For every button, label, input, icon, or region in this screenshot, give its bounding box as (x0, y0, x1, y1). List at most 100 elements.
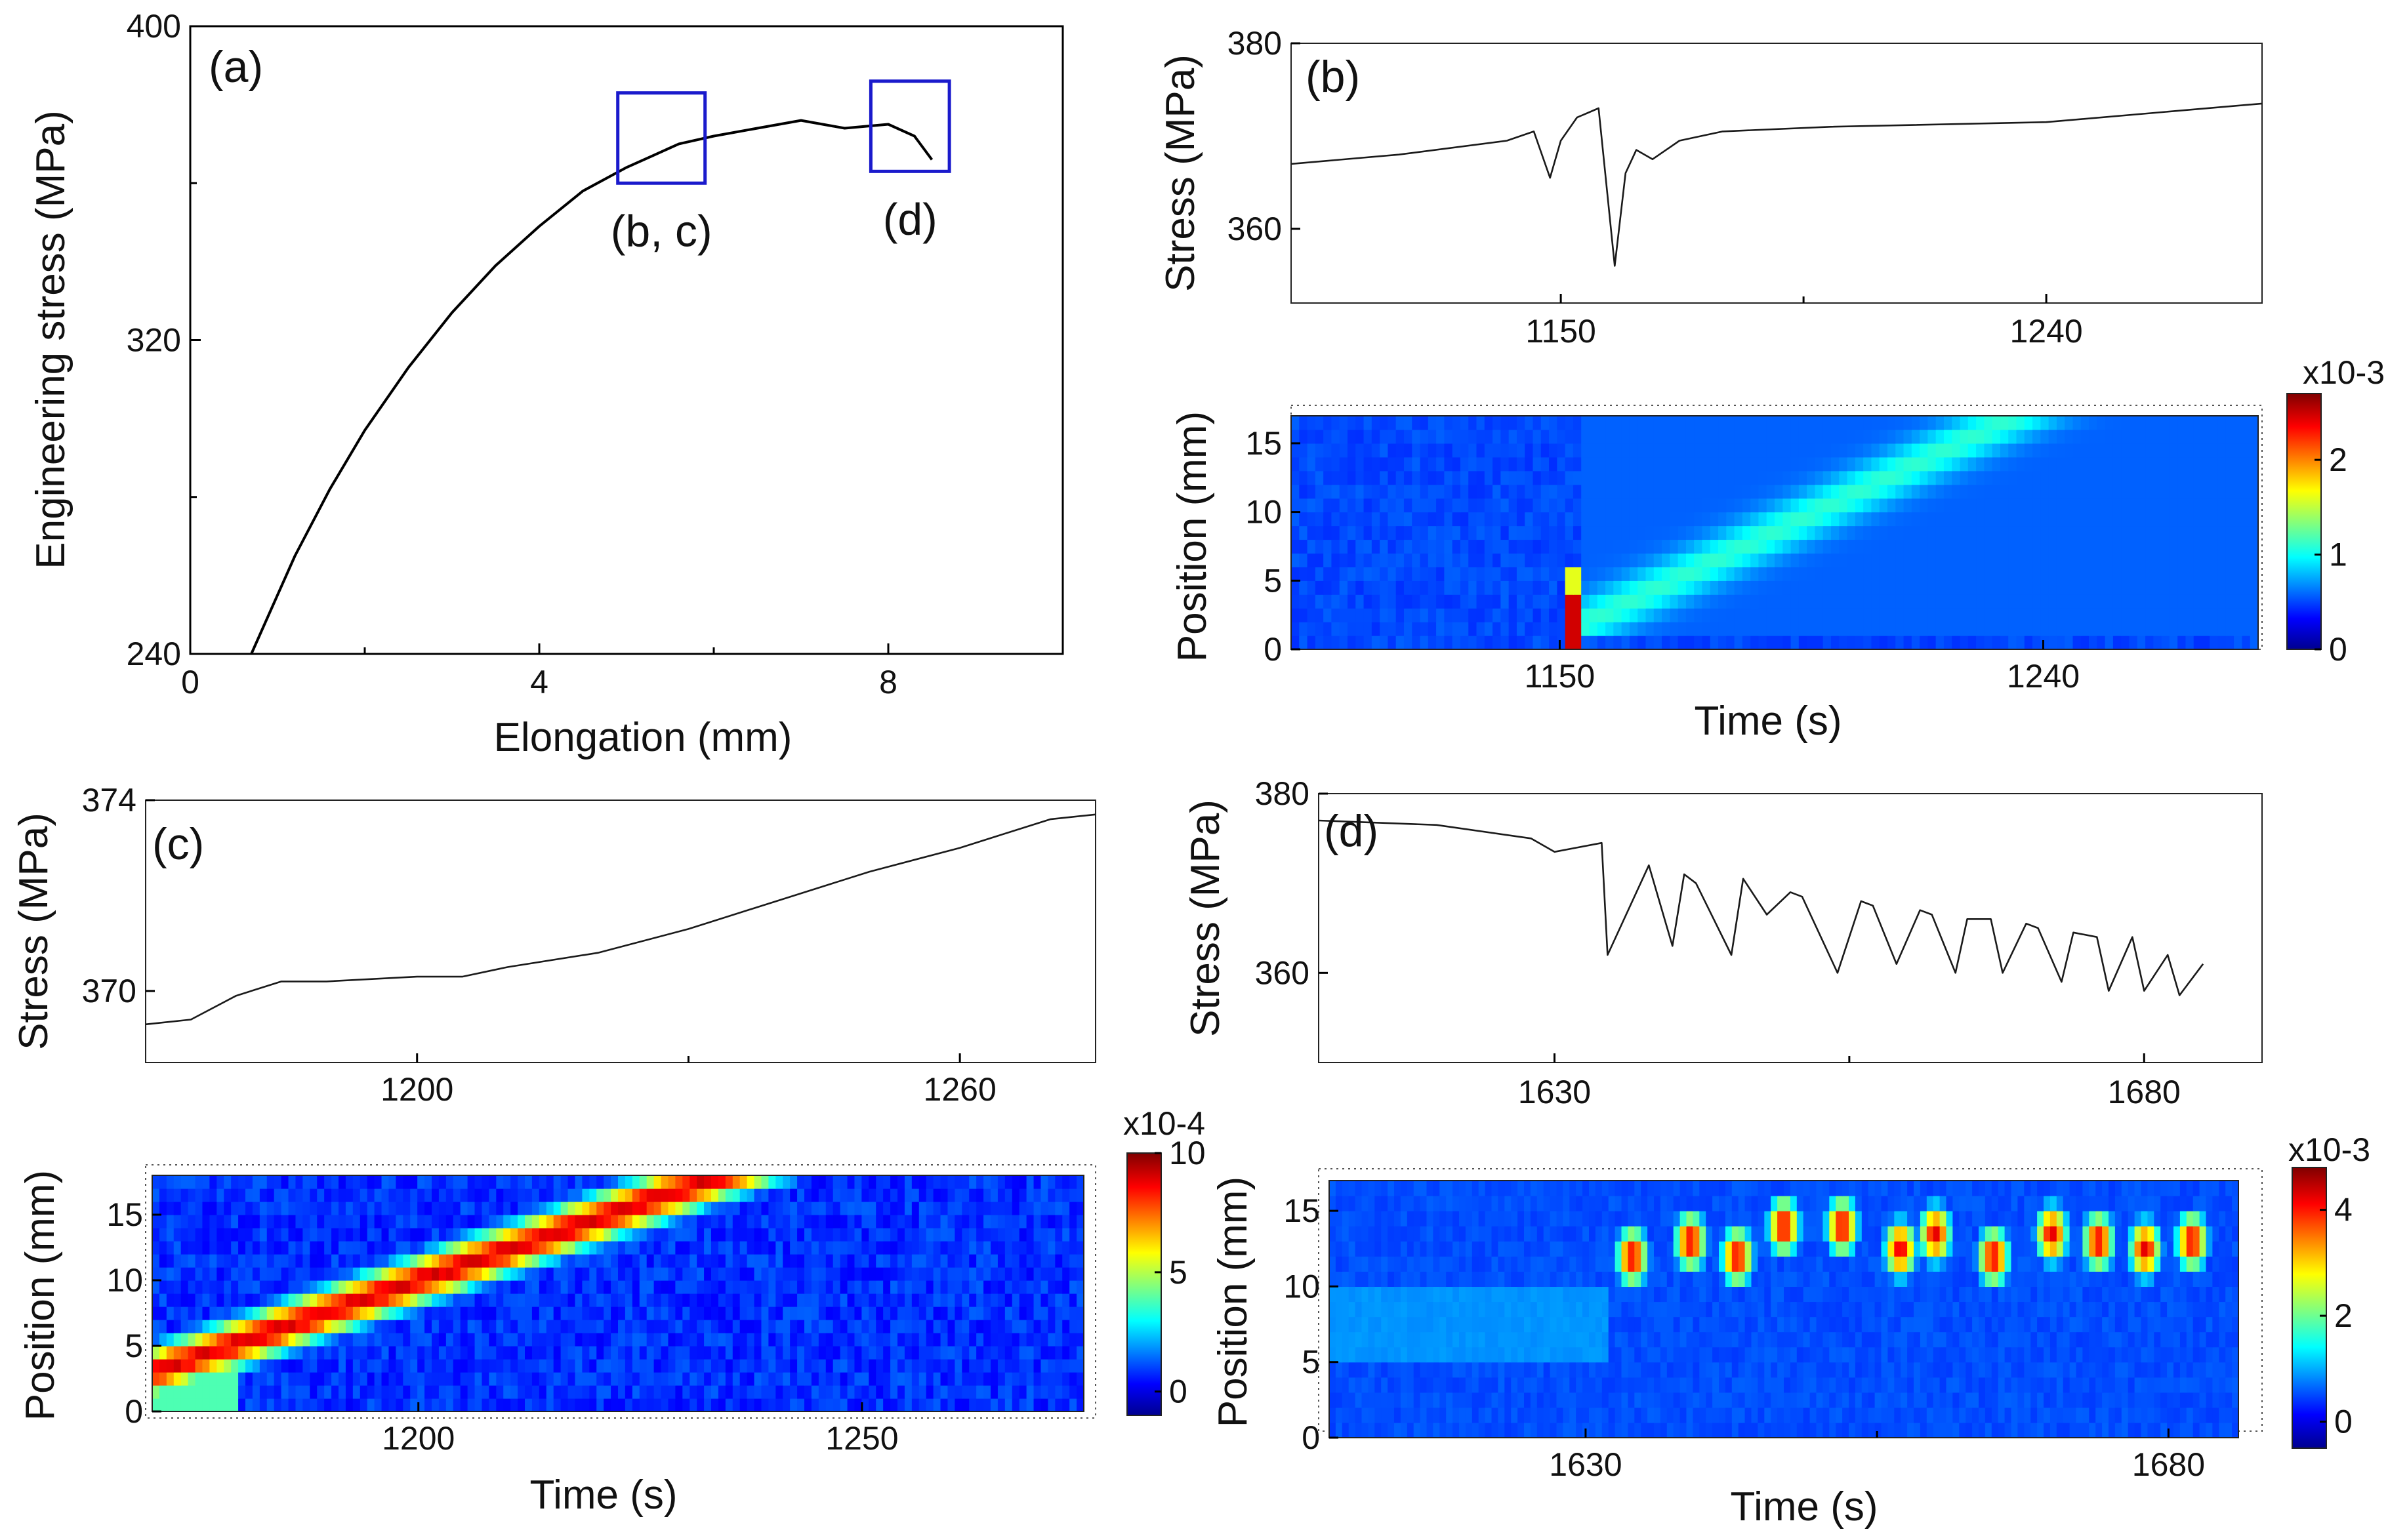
heatmap-cell (159, 1346, 167, 1360)
heatmap-cell (331, 1320, 339, 1333)
panel-b-label: (b) (1306, 52, 1360, 102)
heatmap-cell (2179, 1422, 2187, 1438)
heatmap-cell (1653, 608, 1662, 622)
heatmap-cell (632, 1293, 640, 1307)
heatmap-cell (825, 1202, 834, 1215)
heatmap-cell (725, 1280, 733, 1294)
heatmap-cell (1033, 1267, 1042, 1281)
heatmap-cell (539, 1280, 547, 1294)
heatmap-cell (1460, 636, 1469, 650)
heatmap-cell (1798, 636, 1807, 650)
heatmap-cell (1557, 416, 1566, 430)
heatmap-cell (1407, 1407, 1414, 1423)
heatmap-cell (2232, 1392, 2239, 1408)
heatmap-cell (467, 1215, 476, 1228)
heatmap-cell (445, 1188, 454, 1202)
heatmap-cell (1775, 525, 1783, 540)
heatmap-cell (1605, 608, 1614, 622)
heatmap-cell (833, 1241, 841, 1255)
heatmap-cell (983, 1280, 991, 1294)
heatmap-cell (1380, 539, 1388, 554)
heatmap-cell (854, 1254, 862, 1268)
heatmap-cell (1758, 1407, 1765, 1423)
heatmap-cell (467, 1188, 476, 1202)
heatmap-cell (159, 1241, 167, 1255)
heatmap-cell (245, 1254, 253, 1268)
heatmap-cell (2048, 636, 2057, 650)
heatmap-cell (1699, 1392, 1706, 1408)
heatmap-cell (438, 1254, 447, 1268)
heatmap-cell (1914, 1422, 1921, 1438)
heatmap-cell (1492, 470, 1501, 485)
heatmap-cell (825, 1188, 834, 1202)
heatmap-cell (1718, 456, 1727, 472)
heatmap-cell (324, 1359, 332, 1373)
heatmap-cell (474, 1202, 483, 1215)
heatmap-cell (1822, 443, 1832, 458)
heatmap-cell (632, 1215, 640, 1228)
heatmap-cell (1790, 429, 1800, 444)
heatmap-cell (209, 1359, 217, 1373)
panel-c-label: (c) (152, 819, 204, 869)
heatmap-cell (525, 1228, 533, 1242)
heatmap-cell (288, 1241, 297, 1255)
heatmap-cell (166, 1398, 175, 1412)
heatmap-cell (2137, 470, 2146, 485)
heatmap-cell (840, 1254, 848, 1268)
heatmap-cell (1355, 580, 1365, 595)
heatmap-cell (1694, 608, 1703, 622)
heatmap-cell (625, 1293, 633, 1307)
heatmap-cell (302, 1359, 310, 1373)
heatmap-cell (367, 1188, 375, 1202)
heatmap-cell (202, 1307, 210, 1320)
heatmap-cell (747, 1215, 755, 1228)
heatmap-cell (1766, 525, 1775, 540)
heatmap-cell (159, 1175, 167, 1189)
heatmap-cell (1726, 498, 1735, 513)
heatmap-cell (1829, 1407, 1836, 1423)
heatmap-cell (460, 1280, 468, 1294)
heatmap-cell (331, 1267, 339, 1281)
heatmap-cell (596, 1372, 604, 1386)
heatmap-cell (2080, 470, 2090, 485)
heatmap-cell (1863, 470, 1872, 485)
heatmap-cell (775, 1188, 783, 1202)
heatmap-cell (847, 1398, 855, 1412)
heatmap-cell (1347, 416, 1356, 430)
heatmap-cell (546, 1346, 554, 1360)
heatmap-cell (216, 1385, 224, 1399)
heatmap-cell (417, 1280, 425, 1294)
heatmap-cell (2153, 470, 2162, 485)
heatmap-cell (1809, 1422, 1817, 1438)
heatmap-cell (2097, 622, 2106, 636)
heatmap-cell (1033, 1307, 1042, 1320)
heatmap-cell (252, 1267, 260, 1281)
heatmap-cell (861, 1320, 869, 1333)
heatmap-cell (825, 1346, 834, 1360)
heatmap-cell (1887, 429, 1896, 444)
heatmap-cell (2114, 1422, 2122, 1438)
heatmap-cell (417, 1267, 425, 1281)
heatmap-cell (2169, 539, 2178, 554)
heatmap-cell (1012, 1372, 1020, 1386)
heatmap-cell (302, 1280, 310, 1294)
heatmap-cell (1069, 1175, 1077, 1189)
heatmap-cell (725, 1333, 733, 1347)
heatmap-cell (818, 1372, 827, 1386)
heatmap-cell (1710, 594, 1719, 609)
heatmap-cell (1653, 636, 1662, 650)
heatmap-cell (2145, 608, 2154, 622)
heatmap-cell (2225, 429, 2234, 444)
heatmap-cell (2242, 580, 2251, 595)
heatmap-cell (625, 1228, 633, 1242)
heatmap-cell (1323, 636, 1332, 650)
heatmap-cell (1492, 539, 1501, 554)
heatmap-cell (646, 1385, 655, 1399)
heatmap-cell (1498, 1377, 1505, 1393)
heatmap-cell (1371, 594, 1380, 609)
heatmap-cell (1371, 539, 1380, 554)
heatmap-cell (381, 1241, 390, 1255)
heatmap-cell (1420, 484, 1429, 499)
heatmap-cell (460, 1254, 468, 1268)
heatmap-cell (2210, 484, 2219, 499)
